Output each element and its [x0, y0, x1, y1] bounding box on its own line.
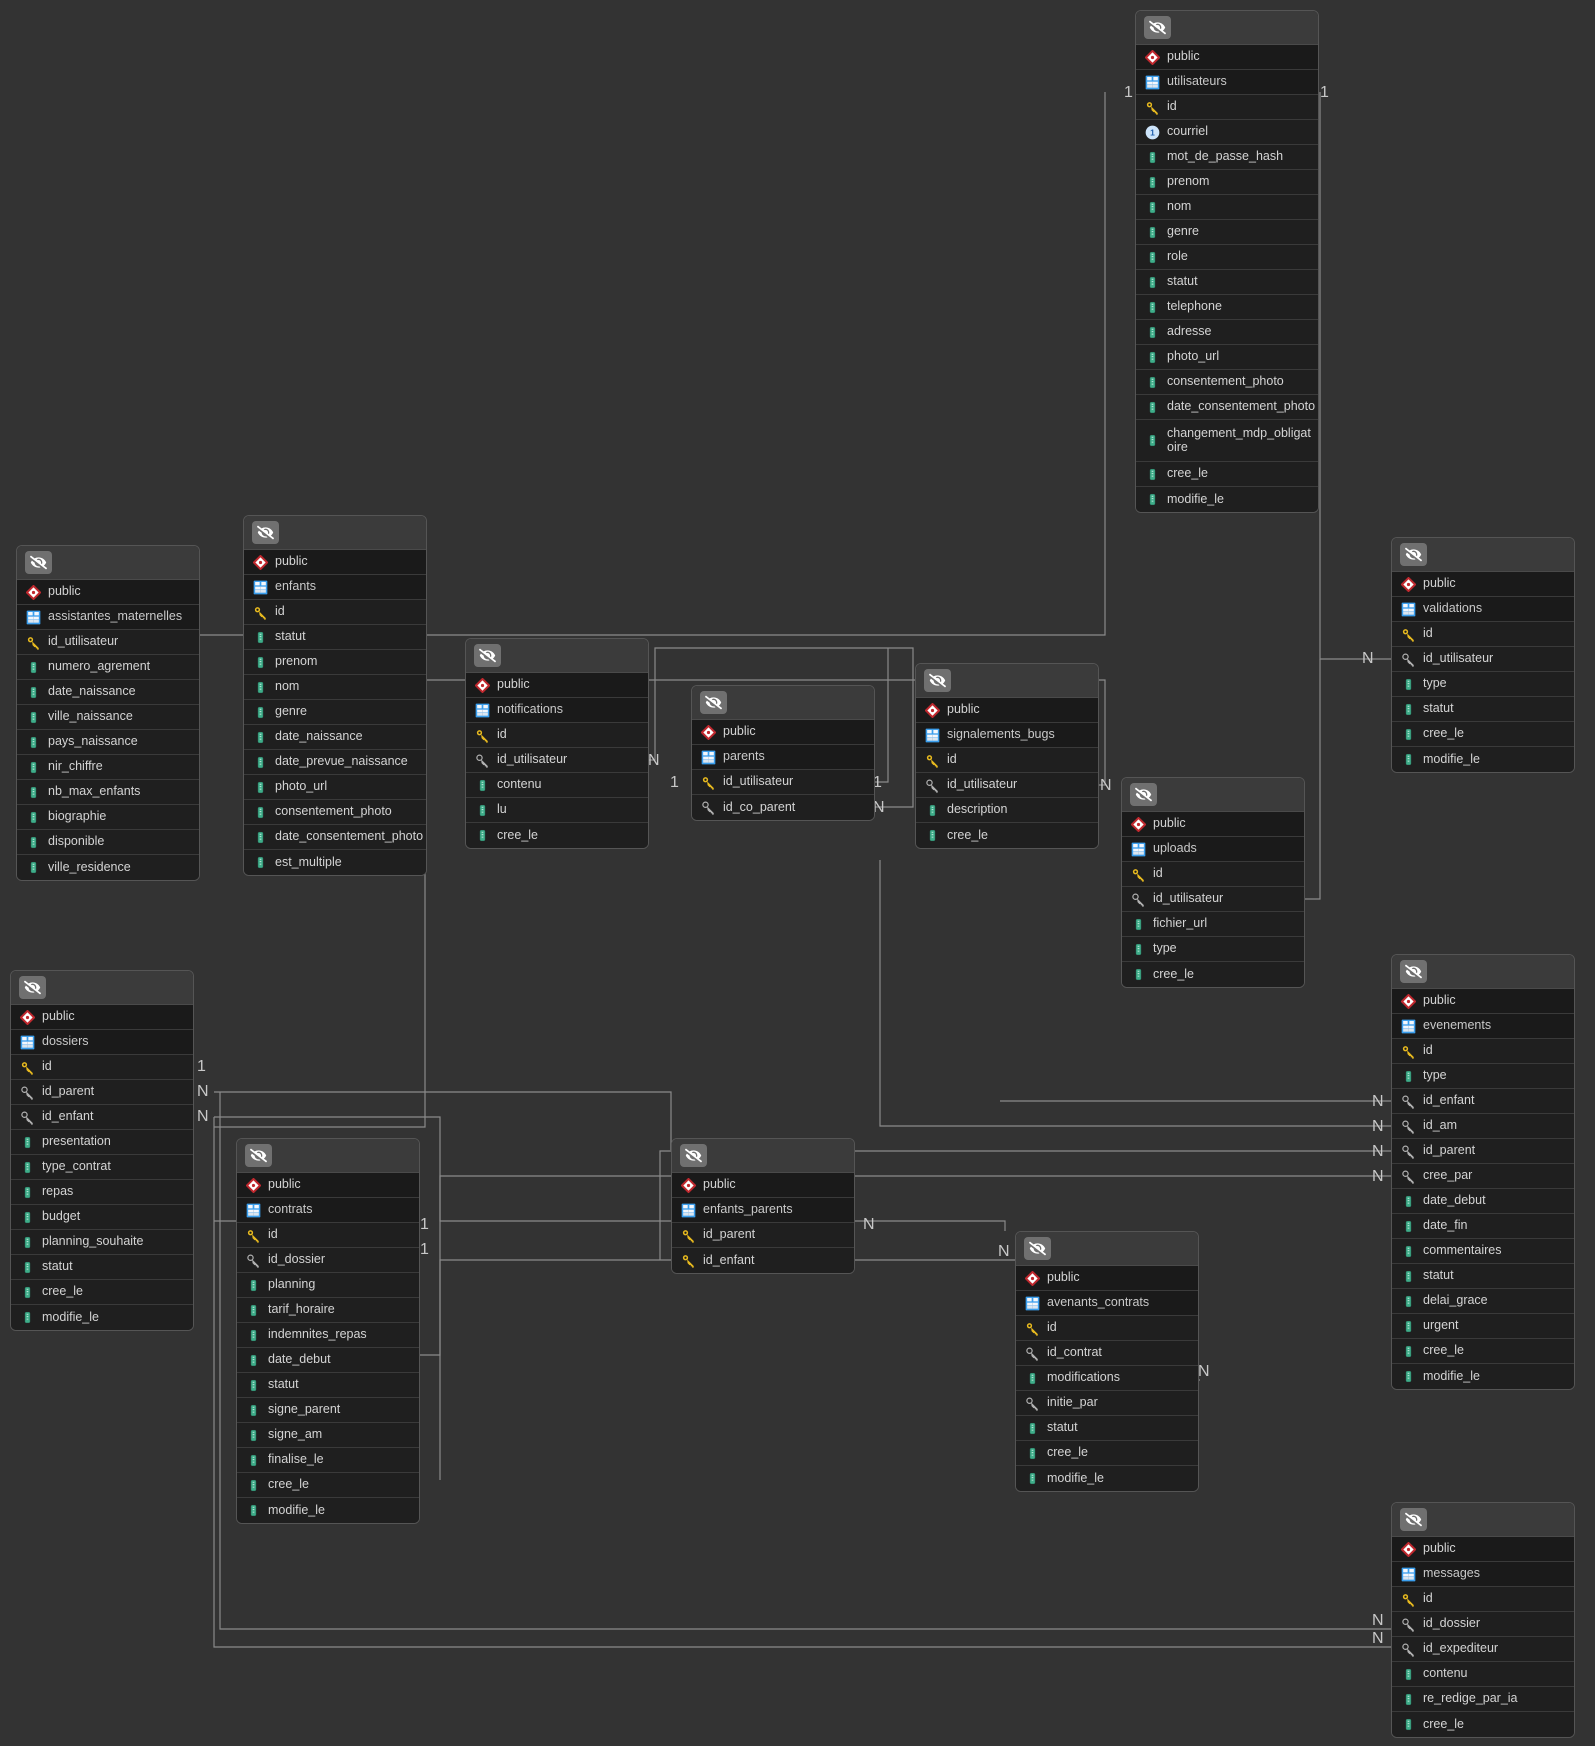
svg-text:1: 1	[1150, 127, 1155, 137]
